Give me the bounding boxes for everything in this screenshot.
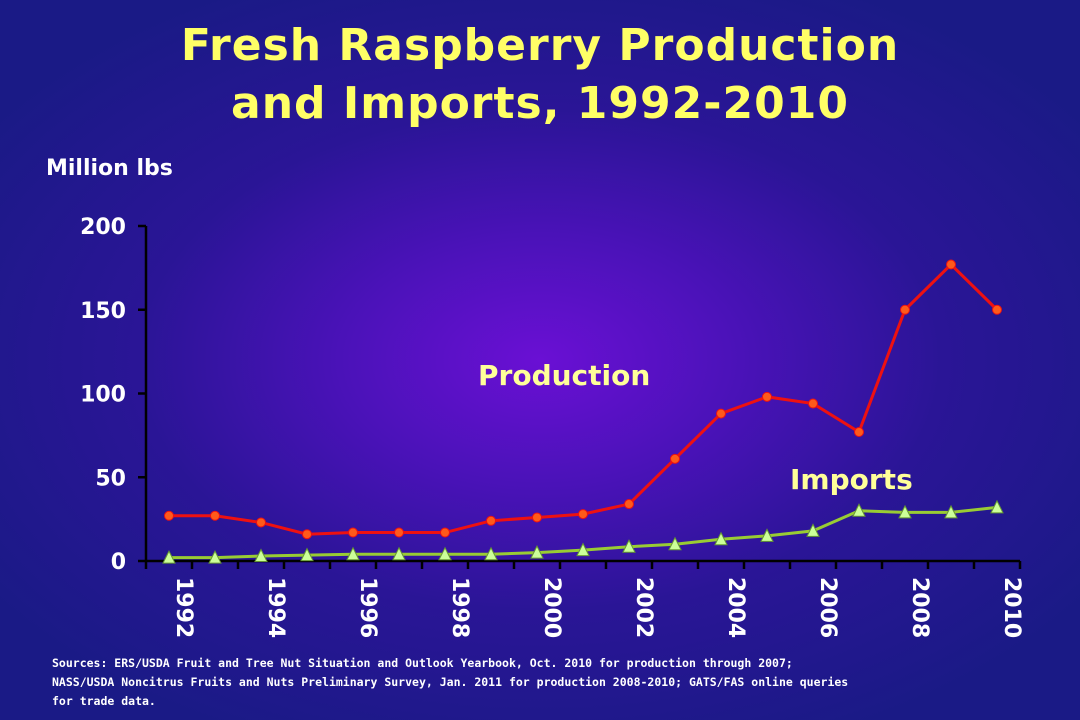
data-point-imports xyxy=(990,499,1004,514)
data-point-production xyxy=(808,398,818,409)
sources-line-2: NASS/USDA Noncitrus Fruits and Nuts Prel… xyxy=(52,675,849,689)
y-axis-label: Million lbs xyxy=(46,156,173,181)
data-point-imports xyxy=(760,528,774,542)
data-point-production xyxy=(854,427,864,438)
data-point-imports xyxy=(208,550,222,564)
data-point-production xyxy=(486,515,496,526)
y-ticks: 0 50 100 150 200 xyxy=(80,215,146,575)
series-layer xyxy=(162,259,1004,564)
data-point-imports xyxy=(530,545,544,559)
x-tick-label: 2008 xyxy=(907,577,932,638)
data-point-imports xyxy=(898,504,912,519)
data-point-imports xyxy=(944,504,958,519)
data-point-imports xyxy=(852,503,866,517)
x-tick-label: 2010 xyxy=(999,577,1024,638)
data-point-imports xyxy=(300,547,314,562)
data-point-production xyxy=(716,408,726,419)
data-point-production xyxy=(946,259,956,270)
data-point-imports xyxy=(162,550,176,564)
data-point-imports xyxy=(806,523,820,537)
data-point-production xyxy=(900,304,910,315)
x-ticks: 1992 1994 1996 1998 2000 2002 2004 2006 2008 2010 xyxy=(144,561,1024,638)
data-point-production xyxy=(440,527,450,538)
x-tick-label: 1996 xyxy=(355,577,380,638)
data-point-imports xyxy=(484,546,498,561)
data-point-production xyxy=(624,499,634,510)
data-point-production xyxy=(670,453,680,464)
data-point-production xyxy=(762,391,772,402)
data-point-production xyxy=(532,512,542,523)
data-point-production xyxy=(256,517,266,528)
x-tick-label: 2004 xyxy=(723,577,748,638)
x-tick-label: 1994 xyxy=(263,577,288,638)
series-label-imports: Imports xyxy=(790,463,913,496)
data-point-imports xyxy=(392,546,406,561)
series-labels: Production Imports xyxy=(478,359,913,496)
data-point-production xyxy=(210,510,220,521)
data-point-production xyxy=(348,527,358,538)
x-tick-label: 2000 xyxy=(539,577,564,638)
y-tick-label: 100 xyxy=(80,383,126,408)
y-tick-label: 0 xyxy=(111,550,126,575)
data-point-production xyxy=(992,304,1002,315)
data-point-production xyxy=(394,527,404,538)
data-point-imports xyxy=(438,546,452,561)
data-point-imports xyxy=(346,546,360,561)
chart-title-line2: and Imports, 1992-2010 xyxy=(231,78,849,129)
y-tick-label: 50 xyxy=(95,466,126,491)
data-point-imports xyxy=(622,539,636,553)
x-tick-label: 2002 xyxy=(631,577,656,638)
x-tick-label: 1992 xyxy=(171,577,196,638)
sources-line-1: Sources: ERS/USDA Fruit and Tree Nut Sit… xyxy=(52,656,793,670)
y-tick-label: 150 xyxy=(80,299,126,324)
data-point-imports xyxy=(714,531,728,546)
data-point-production xyxy=(302,529,312,540)
sources-note: Sources: ERS/USDA Fruit and Tree Nut Sit… xyxy=(52,654,1052,711)
data-point-production xyxy=(578,509,588,520)
chart-title: Fresh Raspberry Production xyxy=(180,20,900,71)
data-point-imports xyxy=(576,542,590,557)
x-tick-label: 1998 xyxy=(447,577,472,638)
x-tick-label: 2006 xyxy=(815,577,840,638)
sources-line-3: for trade data. xyxy=(52,694,156,708)
data-point-imports xyxy=(668,536,682,551)
series-label-production: Production xyxy=(478,359,650,392)
data-point-imports xyxy=(254,548,268,562)
y-tick-label: 200 xyxy=(80,215,126,240)
data-point-production xyxy=(164,510,174,521)
